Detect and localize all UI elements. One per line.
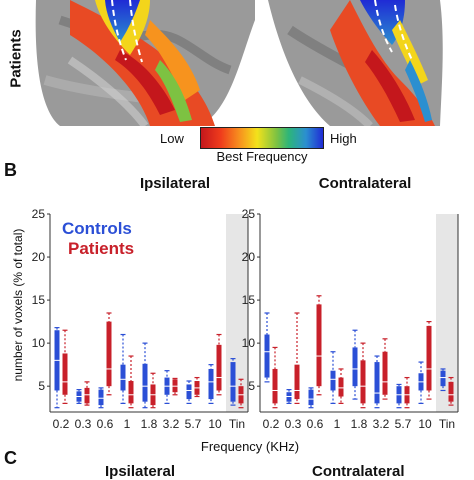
y-tick-label: 25 xyxy=(32,207,46,221)
box-patients xyxy=(128,381,134,404)
box-patients xyxy=(360,360,366,404)
x-tick-label: 0.6 xyxy=(97,417,114,431)
box-controls xyxy=(330,370,336,391)
panel-title-ipsilateral: Ipsilateral xyxy=(139,175,211,192)
box-patients xyxy=(62,353,68,395)
row-label-patients: Patients xyxy=(7,29,25,88)
x-tick-label: 0.2 xyxy=(263,417,280,431)
panel-c-title-contralateral-cut: Contralateral xyxy=(312,463,405,480)
x-tick-label: 10 xyxy=(418,417,432,431)
legend-controls: Controls xyxy=(62,219,132,238)
x-tick-label: 0.3 xyxy=(285,417,302,431)
best-frequency-colorbar xyxy=(200,127,324,149)
colorbar-title: Best Frequency xyxy=(216,149,308,164)
x-tick-label: 1 xyxy=(334,417,341,431)
box-patients xyxy=(426,325,432,391)
x-tick-label: 5.7 xyxy=(185,417,202,431)
y-tick-label: 5 xyxy=(38,379,45,393)
box-controls xyxy=(186,384,192,400)
tinnitus-shaded-region xyxy=(436,214,458,412)
x-tick-label: 3.2 xyxy=(163,417,180,431)
box-controls xyxy=(374,362,380,404)
x-tick-label: Tin xyxy=(229,417,245,431)
panel-letter-b: B xyxy=(4,160,17,180)
colorbar-low-label: Low xyxy=(160,131,184,146)
left-hemisphere-map xyxy=(35,0,256,126)
y-tick-label: 15 xyxy=(242,293,256,307)
y-tick-label: 10 xyxy=(32,336,46,350)
y-tick-label: 5 xyxy=(248,379,255,393)
legend-patients: Patients xyxy=(68,239,134,258)
y-tick-label: 25 xyxy=(242,207,256,221)
box-patients xyxy=(338,377,344,397)
x-tick-label: 1.8 xyxy=(141,417,158,431)
panel-title-contralateral: Contralateral xyxy=(318,175,412,192)
x-tick-label: 1.8 xyxy=(351,417,368,431)
brain-surface-maps xyxy=(35,0,443,126)
box-patients xyxy=(294,364,300,400)
box-patients xyxy=(382,351,388,395)
x-tick-label: 5.7 xyxy=(395,417,412,431)
box-controls xyxy=(120,364,126,391)
panel-c-title-ipsilateral-cut: Ipsilateral xyxy=(105,463,176,480)
x-tick-label: 0.6 xyxy=(307,417,324,431)
box-controls xyxy=(208,368,214,400)
x-tick-label: 0.3 xyxy=(75,417,92,431)
box-patients xyxy=(448,381,454,402)
box-patients xyxy=(106,321,112,387)
y-tick-label: 20 xyxy=(32,250,46,264)
box-patients xyxy=(272,368,278,404)
y-tick-label: 10 xyxy=(242,336,256,350)
x-tick-label: 3.2 xyxy=(373,417,390,431)
box-controls xyxy=(352,347,358,387)
box-controls xyxy=(264,334,270,378)
x-tick-label: 0.2 xyxy=(53,417,70,431)
box-patients xyxy=(216,344,222,391)
box-controls xyxy=(230,362,236,402)
right-hemisphere-map xyxy=(268,0,443,126)
x-axis-label: Frequency (KHz) xyxy=(200,439,300,454)
box-patients xyxy=(316,304,322,387)
x-tick-label: 10 xyxy=(208,417,222,431)
x-tick-label: Tin xyxy=(439,417,455,431)
box-patients xyxy=(84,387,90,404)
box-controls xyxy=(440,370,446,387)
tinnitus-shaded-region xyxy=(226,214,248,412)
box-controls xyxy=(308,389,314,406)
x-tick-label: 1 xyxy=(124,417,131,431)
panel-letter-c: C xyxy=(4,448,17,468)
y-tick-label: 20 xyxy=(242,250,256,264)
colorbar-high-label: High xyxy=(330,131,357,146)
box-controls xyxy=(142,363,148,402)
box-controls xyxy=(98,389,104,406)
y-tick-label: 15 xyxy=(32,293,46,307)
